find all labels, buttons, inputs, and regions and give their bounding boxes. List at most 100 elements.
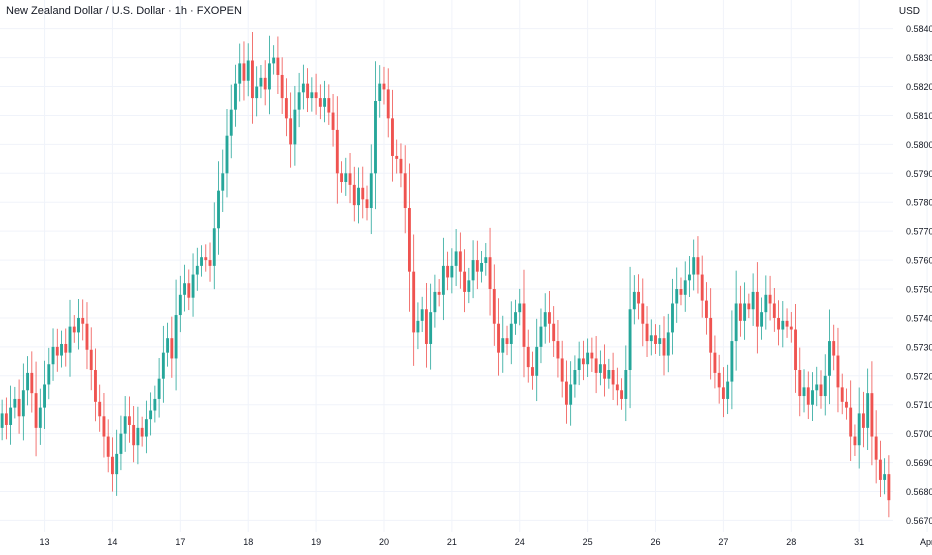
candle-body [522, 303, 526, 347]
candle-body [4, 413, 8, 425]
candle-body [552, 323, 556, 342]
time-tick-label: 20 [379, 537, 389, 547]
candle-body [836, 355, 840, 388]
candle-down [284, 78, 288, 137]
candle-body [43, 384, 46, 408]
candle-up [183, 264, 187, 312]
candle-body [30, 372, 34, 394]
candle-body [217, 190, 220, 229]
candle-up [628, 266, 632, 409]
candle-up [9, 385, 13, 445]
candle-down [840, 373, 844, 415]
candle-body [391, 118, 394, 156]
candle-down [531, 351, 534, 390]
candle-body [403, 173, 407, 209]
candle-up [815, 366, 819, 407]
candle-down [424, 282, 428, 368]
candle-body [721, 387, 725, 399]
time-tick-label: 18 [243, 537, 253, 547]
time-tick-label: 31 [854, 537, 864, 547]
candle-down [106, 419, 110, 473]
candle-down [849, 380, 853, 462]
candle-body [340, 173, 343, 182]
candle-body [246, 60, 250, 81]
candle-body [475, 260, 479, 272]
candle-up [501, 315, 505, 373]
candle-up [577, 341, 581, 386]
candle-body [878, 459, 882, 480]
candle-up [234, 64, 237, 127]
candle-up [569, 361, 573, 426]
candle-down [204, 244, 208, 272]
candle-body [615, 384, 619, 391]
candle-body [174, 315, 178, 359]
candle-up [225, 108, 229, 198]
candle-body [819, 384, 823, 397]
candle-down [361, 166, 365, 219]
candle-down [806, 371, 810, 420]
candle-body [276, 57, 280, 75]
candle-body [717, 372, 721, 388]
candle-down [505, 325, 509, 356]
time-axis[interactable]: 13 14 17 18 19 20 21 24 25 26 27 28 31 Apr [40, 537, 932, 547]
candle-up [178, 275, 182, 333]
candle-up [344, 157, 348, 196]
candle-down [399, 143, 403, 188]
candle-up [675, 267, 679, 323]
candle-down [755, 262, 759, 354]
candle-up [543, 293, 547, 344]
price-tick-label: 0.58400 [906, 24, 932, 34]
candle-down [832, 324, 836, 371]
candle-up [429, 283, 433, 370]
candle-up [692, 239, 696, 291]
candle-body [798, 370, 802, 397]
candle-down [768, 275, 772, 321]
candle-down [603, 344, 607, 397]
candle-body [620, 390, 624, 399]
candle-down [878, 440, 882, 497]
candle-up [734, 270, 738, 371]
candle-up [0, 399, 4, 441]
candle-down [348, 153, 352, 204]
candle-body [234, 83, 237, 110]
candle-body [72, 326, 76, 333]
candle-down [132, 406, 136, 463]
candle-up [441, 237, 445, 321]
candle-up [598, 350, 602, 386]
candle-body [195, 265, 199, 275]
candle-body [704, 300, 708, 318]
candle-body [144, 419, 148, 437]
candle-down [412, 234, 416, 366]
candle-body [365, 199, 369, 209]
candle-down [55, 328, 59, 372]
candle-body [700, 274, 704, 301]
candle-body [594, 358, 598, 373]
candle-up [726, 364, 730, 415]
candle-body [412, 271, 416, 333]
candle-down [861, 391, 865, 448]
candle-up [866, 368, 870, 450]
candle-up [573, 355, 577, 398]
candle-body [136, 427, 140, 446]
candle-body [679, 289, 683, 295]
candle-body [38, 407, 42, 428]
candle-body [51, 346, 55, 365]
candle-up [454, 228, 458, 287]
candle-down [887, 455, 891, 518]
candle-body [64, 343, 68, 353]
candle-up [857, 387, 861, 469]
candle-down [331, 94, 335, 147]
candle-up [43, 360, 46, 429]
candle-up [433, 274, 437, 328]
candle-up [883, 458, 887, 495]
candle-down [335, 96, 339, 204]
candle-body [828, 341, 831, 376]
candle-up [195, 247, 199, 291]
